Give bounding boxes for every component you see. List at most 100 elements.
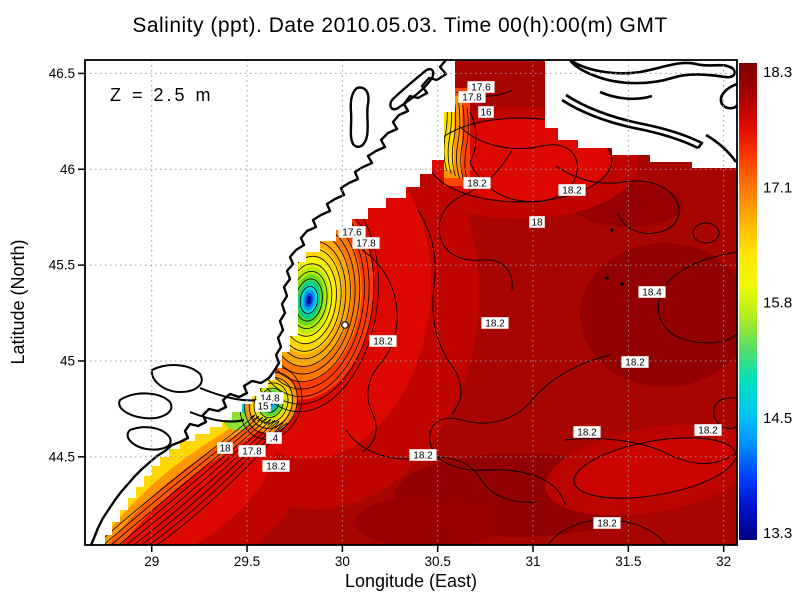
contour-label: 18: [219, 444, 231, 455]
colorbar-tick-label: 15.8: [763, 295, 792, 312]
contour-label: 18.2: [698, 426, 718, 437]
bright-halo: [576, 438, 734, 498]
contour-label: 18.2: [625, 358, 645, 369]
top-plume-band: [444, 106, 454, 170]
colorbar-labels: 18.3 17.1 15.8 14.5 13.3: [763, 64, 792, 542]
contour-label-box: [409, 449, 437, 461]
contour-label: .4: [270, 434, 279, 445]
colorbar: [739, 63, 757, 540]
x-tick-label: 31.5: [615, 554, 641, 569]
contour-label: 18.4: [642, 288, 662, 299]
axis-tick-labels: 29 29.5 30 30.5 31 31.5 32 44.5 45 45.5 46 46.5: [49, 66, 731, 569]
estuary-coastline: [561, 58, 739, 163]
coastal-contour-line: [105, 417, 263, 545]
delta-contour-ring: [253, 382, 289, 424]
contour-label-box: [352, 237, 380, 249]
contour-label-box: [369, 335, 397, 347]
liman-outline: [349, 86, 370, 148]
top-plume-contour-line: [456, 102, 461, 179]
sea-region: [105, 60, 737, 545]
dark-patch: [355, 496, 505, 545]
contour-label: 14.8: [260, 394, 280, 405]
contour-label: 18.2: [373, 337, 393, 348]
x-tick-label: 31: [525, 554, 540, 569]
contour-label: 17.8: [242, 447, 262, 458]
coastal-contour-line: [136, 421, 284, 545]
contour-label: 18.2: [562, 186, 582, 197]
axis-ticks: [78, 72, 725, 552]
contour-label-box: [256, 392, 284, 404]
coastal-contour-line: [121, 420, 276, 545]
contour-label-box: [593, 517, 621, 529]
colorbar-tick-label: 18.3: [763, 64, 792, 81]
colorbar-tick-label: 13.3: [763, 525, 792, 542]
contour-label-box: [467, 81, 495, 93]
y-tick-label: 46: [60, 162, 75, 177]
contour-label-box: [262, 460, 290, 472]
contour-label-box: [694, 424, 722, 436]
coastline: [89, 59, 448, 546]
contour-label-box: [217, 442, 233, 454]
y-tick-label: 44.5: [49, 449, 75, 464]
coastal-contour-line: [143, 422, 288, 545]
x-tick-label: 29.5: [234, 554, 260, 569]
plot-frame: [84, 59, 738, 546]
dark-patch: [580, 243, 737, 387]
plume-band: [306, 295, 312, 305]
contour-label-box: [481, 317, 509, 329]
delta-lagoons: [118, 364, 259, 451]
top-plume-contour-line: [460, 104, 465, 182]
contour-label-box: [558, 184, 586, 196]
x-tick-label: 30: [335, 554, 350, 569]
x-tick-label: 29: [144, 554, 159, 569]
y-tick-label: 45: [60, 353, 75, 368]
contour-label: 16: [480, 108, 492, 119]
colorbar-tick-label: 17.1: [763, 179, 792, 196]
station-marker: [341, 321, 349, 329]
contour-label: 18: [531, 218, 543, 229]
contour-label-box: [266, 432, 282, 444]
contour-label-box: [463, 177, 491, 189]
contour-labels: 17.617.81618.218.21817.617.818.418.218.2…: [217, 81, 722, 530]
contour-label: 15: [257, 402, 269, 413]
coastal-contour-line: [107, 418, 268, 545]
contour-label: 17.6: [342, 228, 362, 239]
top-plume-contour-line: [451, 99, 457, 177]
contour-label: 18.2: [597, 519, 617, 530]
plot-title: Salinity (ppt). Date 2010.05.03. Time 00…: [132, 14, 668, 37]
contour-label-box: [338, 226, 366, 238]
coastal-contour-line: [114, 419, 272, 545]
contour-label: 18.2: [577, 428, 597, 439]
liman-outline: [389, 67, 435, 111]
contour-label-box: [573, 426, 601, 438]
contour-label: 18.2: [266, 462, 286, 473]
plume-contour-ring: [299, 286, 319, 314]
contour-label: 17.8: [356, 239, 376, 250]
contour-label: 18.2: [467, 179, 487, 190]
coastal-contour-line: [105, 414, 255, 545]
coastal-contour-line: [128, 421, 280, 545]
contour-label-box: [255, 400, 271, 412]
contour-label-box: [238, 445, 266, 457]
top-plume-contour-line: [464, 107, 469, 184]
colorbar-tick-label: 14.5: [763, 410, 792, 427]
contour-label-box: [529, 216, 545, 228]
contour-label: 18.2: [485, 319, 505, 330]
contour-label: 17.6: [471, 83, 491, 94]
coastal-contour-line: [105, 415, 259, 545]
y-tick-label: 45.5: [49, 258, 75, 273]
x-tick-label: 32: [716, 554, 731, 569]
depth-annotation: Z = 2.5 m: [110, 85, 214, 105]
contour-label: 17.8: [462, 93, 482, 104]
x-axis-label: Longitude (East): [345, 571, 477, 591]
y-tick-label: 46.5: [49, 66, 75, 81]
contour-label: 18.2: [413, 451, 433, 462]
y-axis-label: Latitude (North): [8, 239, 28, 364]
contour-label-box: [621, 356, 649, 368]
contour-label-box: [458, 91, 486, 103]
contour-label-box: [638, 286, 666, 298]
x-tick-label: 30.5: [425, 554, 451, 569]
contour-label-box: [478, 106, 494, 118]
